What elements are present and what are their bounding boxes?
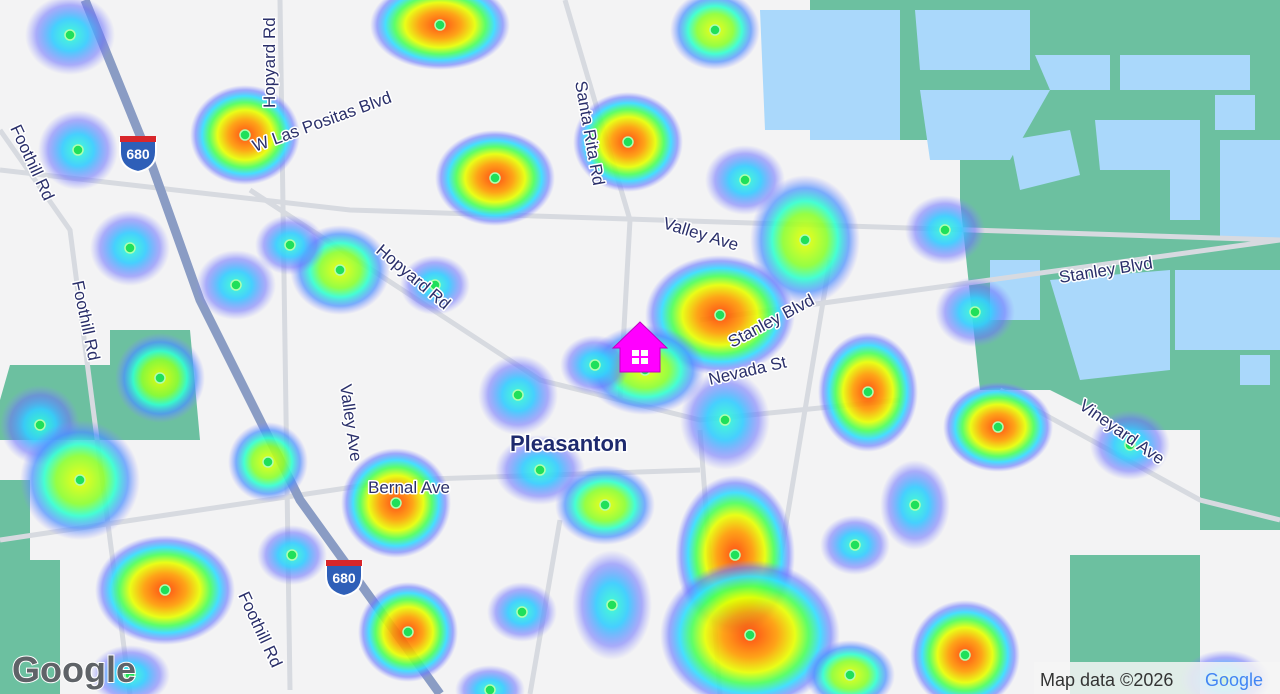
point-dot[interactable] bbox=[489, 172, 501, 184]
point-dot[interactable] bbox=[622, 136, 634, 148]
heat-blob bbox=[370, 0, 510, 70]
point-dot[interactable] bbox=[599, 499, 611, 511]
point-dot[interactable] bbox=[739, 174, 751, 186]
point-dot[interactable] bbox=[1124, 439, 1136, 451]
point-dot[interactable] bbox=[239, 129, 251, 141]
point-dot[interactable] bbox=[959, 649, 971, 661]
point-dot[interactable] bbox=[969, 306, 981, 318]
point-dot[interactable] bbox=[512, 389, 524, 401]
point-dot[interactable] bbox=[286, 549, 298, 561]
point-dot[interactable] bbox=[534, 464, 546, 476]
point-dot[interactable] bbox=[719, 414, 731, 426]
point-dot[interactable] bbox=[64, 29, 76, 41]
point-dot[interactable] bbox=[606, 599, 618, 611]
point-dot[interactable] bbox=[154, 372, 166, 384]
road-label: Bernal Ave bbox=[368, 478, 450, 497]
point-dot[interactable] bbox=[992, 421, 1004, 433]
point-dot[interactable] bbox=[516, 606, 528, 618]
shield-label: 680 bbox=[126, 146, 150, 162]
attribution-bg bbox=[1034, 662, 1280, 694]
point-dot[interactable] bbox=[844, 669, 856, 681]
attribution-brand[interactable]: Google bbox=[1205, 670, 1263, 690]
point-dot[interactable] bbox=[124, 242, 136, 254]
point-dot[interactable] bbox=[939, 224, 951, 236]
point-dot[interactable] bbox=[390, 497, 402, 509]
shields: 680 680 bbox=[119, 136, 363, 598]
heat-blob bbox=[660, 560, 840, 694]
heat-blob bbox=[805, 640, 895, 694]
point-dot[interactable] bbox=[729, 549, 741, 561]
point-dot[interactable] bbox=[72, 144, 84, 156]
point-dot[interactable] bbox=[74, 474, 86, 486]
road-label: Hopyard Rd bbox=[260, 17, 279, 108]
shield-label: 680 bbox=[332, 570, 356, 586]
point-dot[interactable] bbox=[402, 626, 414, 638]
point-dot[interactable] bbox=[284, 239, 296, 251]
point-dot[interactable] bbox=[909, 499, 921, 511]
city-label: Pleasanton bbox=[510, 431, 627, 456]
point-dot[interactable] bbox=[799, 234, 811, 246]
point-dot[interactable] bbox=[862, 386, 874, 398]
point-dot[interactable] bbox=[429, 279, 441, 291]
point-dot[interactable] bbox=[709, 24, 721, 36]
point-dot[interactable] bbox=[262, 456, 274, 468]
point-dot[interactable] bbox=[230, 279, 242, 291]
point-dot[interactable] bbox=[589, 359, 601, 371]
attribution[interactable]: Map data ©2026 bbox=[1040, 670, 1173, 690]
water bbox=[760, 10, 1280, 385]
point-dot[interactable] bbox=[849, 539, 861, 551]
point-dot[interactable] bbox=[714, 309, 726, 321]
point-dot[interactable] bbox=[434, 19, 446, 31]
point-dot[interactable] bbox=[159, 584, 171, 596]
point-dot[interactable] bbox=[34, 419, 46, 431]
point-dot[interactable] bbox=[484, 684, 496, 694]
home-marker[interactable] bbox=[611, 321, 669, 373]
point-dot[interactable] bbox=[334, 264, 346, 276]
heat-blob bbox=[910, 600, 1020, 694]
google-logo[interactable]: Google bbox=[11, 648, 137, 691]
point-dot[interactable] bbox=[744, 629, 756, 641]
point-dot[interactable] bbox=[124, 669, 136, 681]
heat-blob bbox=[455, 665, 525, 694]
